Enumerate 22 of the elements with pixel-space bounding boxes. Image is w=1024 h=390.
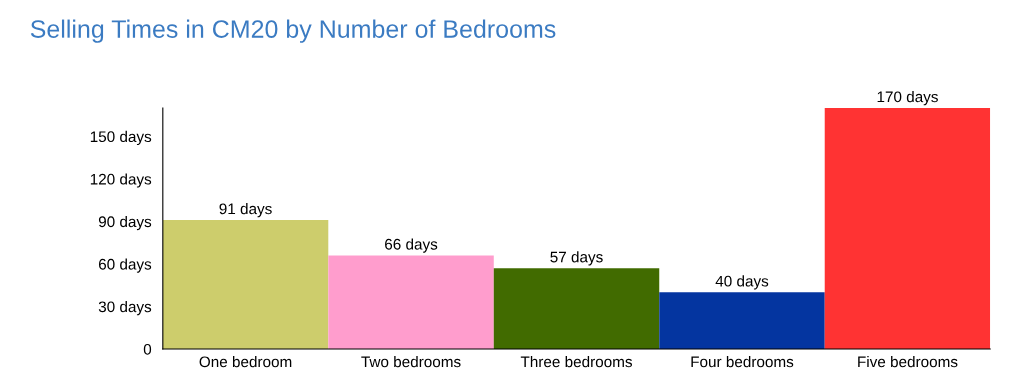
data-label: 66 days — [385, 238, 438, 253]
y-tick-label: 90 days — [98, 215, 152, 231]
x-tick-label: Three bedrooms — [520, 355, 633, 368]
bar — [493, 268, 660, 350]
bar — [824, 108, 991, 350]
data-label: 40 days — [715, 275, 769, 290]
data-label: 57 days — [550, 251, 603, 266]
x-tick-label: Five bedrooms — [858, 355, 958, 368]
data-label: 91 days — [219, 203, 272, 218]
chart-title: Selling Times in CM20 by Number of Bedrooms — [30, 19, 556, 43]
y-tick-label: 0 — [143, 343, 152, 355]
y-tick-label: 60 days — [98, 258, 152, 273]
x-tick-label: One bedroom — [199, 355, 292, 368]
y-tick-label: 30 days — [98, 300, 152, 316]
x-tick-label: Four bedrooms — [691, 355, 794, 368]
data-label: 170 days — [877, 91, 938, 106]
bar — [328, 255, 494, 350]
bar — [162, 220, 329, 350]
bar — [659, 292, 825, 350]
y-tick-label: 120 days — [90, 173, 152, 188]
x-tick-label: Two bedrooms — [361, 355, 461, 368]
y-tick-label: 150 days — [90, 130, 152, 146]
